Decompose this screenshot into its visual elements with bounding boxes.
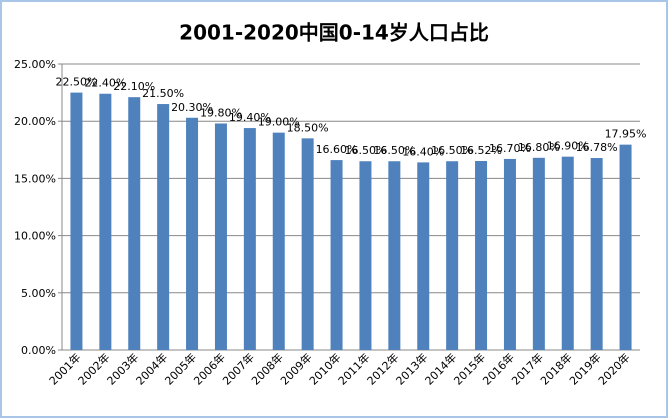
bar [532,157,545,350]
bar [475,161,488,350]
bar [157,104,170,350]
value-label: 16.52% [460,144,502,157]
y-tick-label: 20.00% [14,115,56,128]
value-label: 17.95% [605,128,647,141]
y-tick-label: 0.00% [21,344,56,357]
value-label: 16.50% [431,144,473,157]
value-label: 19.40% [229,111,271,124]
value-label: 19.00% [258,116,300,129]
bar [417,162,430,350]
bar [70,92,83,350]
bar [330,160,343,350]
value-label: 16.40% [402,145,444,158]
y-tick-label: 5.00% [21,287,56,300]
value-label: 18.50% [287,121,329,134]
value-label: 21.50% [142,87,184,100]
value-label: 20.30% [171,101,213,114]
value-label: 16.80% [518,141,560,154]
bar [446,161,459,350]
chart-title: 2001-2020中国0-14岁人口占比 [179,21,489,45]
value-label: 22.10% [113,80,155,93]
bar [272,132,285,350]
bar [503,158,516,350]
bar [243,128,256,350]
bar [128,97,141,351]
bar [186,117,199,350]
bar [388,161,401,350]
bar [590,158,603,350]
value-label: 22.40% [84,77,126,90]
bar [619,144,632,350]
y-tick-label: 15.00% [14,172,56,185]
y-tick-label: 10.00% [14,230,56,243]
value-label: 19.80% [200,106,242,119]
value-label: 16.90% [547,140,589,153]
y-tick-label: 25.00% [14,58,56,71]
value-label: 16.78% [576,141,618,154]
bar [359,161,372,350]
bar [214,123,227,350]
value-label: 16.70% [489,142,531,155]
value-label: 16.60% [316,143,358,156]
bar [99,93,112,350]
value-label: 16.50% [373,144,415,157]
bar [301,138,314,350]
bar [561,156,574,350]
value-label: 16.50% [344,144,386,157]
value-label: 22.50% [55,76,97,89]
